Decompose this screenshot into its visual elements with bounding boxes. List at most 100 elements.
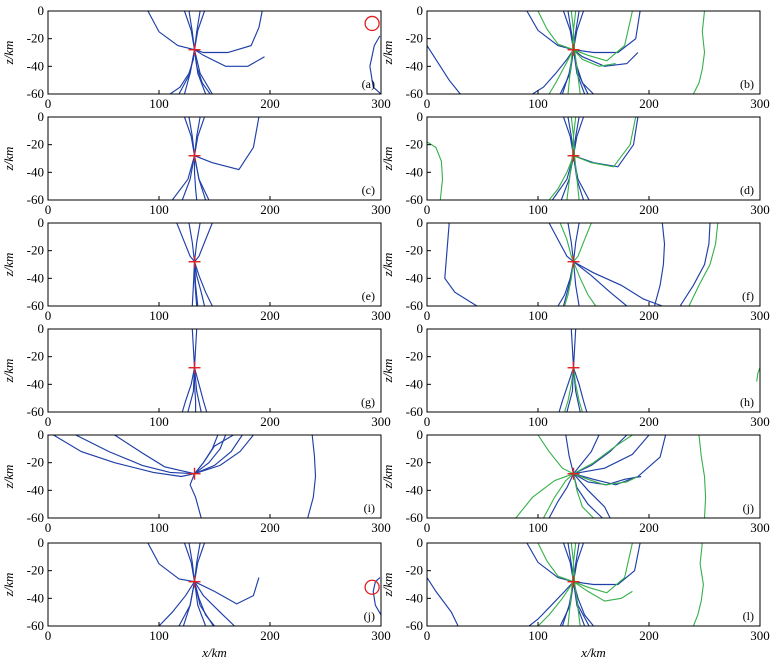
source-marker	[567, 361, 580, 374]
x-tick-label: 100	[528, 414, 548, 429]
green-ray	[548, 155, 575, 200]
y-axis-label: z/km	[1, 253, 16, 278]
blue-ray	[372, 577, 381, 616]
x-tick-label: 0	[424, 202, 431, 217]
y-tick-label: -60	[27, 298, 44, 313]
y-tick-label: -60	[406, 192, 423, 207]
y-tick-label: 0	[38, 535, 45, 550]
x-tick-label: 0	[424, 520, 431, 535]
green-ray	[570, 11, 581, 94]
blue-ray	[194, 223, 213, 263]
green-ray	[573, 49, 616, 67]
blue-ray	[573, 435, 600, 475]
y-tick-label: -20	[27, 349, 44, 364]
green-ray	[573, 473, 639, 486]
blue-ray	[147, 543, 195, 583]
ray-group	[147, 543, 381, 626]
green-ray	[559, 223, 575, 262]
blue-ray	[194, 435, 243, 475]
green-ray	[548, 49, 574, 94]
x-tick-label: 0	[424, 96, 431, 111]
x-tick-label: 300	[750, 414, 770, 429]
x-tick-label: 0	[45, 414, 52, 429]
source-marker	[188, 255, 201, 268]
x-tick-label: 200	[639, 202, 659, 217]
x-tick-label: 200	[639, 96, 659, 111]
x-axis-label-left: x/km	[201, 645, 227, 660]
blue-ray	[176, 223, 195, 263]
ray-group	[444, 223, 719, 306]
blue-ray	[147, 11, 195, 51]
x-tick-label: 200	[639, 628, 659, 643]
panel-tag: (g)	[361, 395, 375, 409]
y-tick-label: 0	[38, 3, 45, 18]
x-tick-label: 200	[639, 414, 659, 429]
y-axis-label: z/km	[1, 147, 16, 172]
blue-ray	[193, 261, 213, 306]
y-tick-label: -40	[406, 590, 423, 605]
blue-ray	[573, 261, 663, 306]
blue-ray	[193, 49, 211, 94]
source-marker	[188, 149, 201, 162]
blue-ray	[193, 261, 198, 306]
blue-ray	[526, 11, 574, 51]
x-tick-label: 0	[424, 414, 431, 429]
x-tick-label: 300	[371, 308, 391, 323]
x-tick-label: 0	[424, 308, 431, 323]
panel-frame	[426, 116, 761, 201]
y-tick-label: -60	[406, 298, 423, 313]
x-tick-label: 300	[750, 96, 770, 111]
x-tick-label: 300	[371, 202, 391, 217]
y-axis-label: z/km	[380, 573, 395, 598]
green-ray	[573, 223, 592, 263]
ray-panel: 0 100 200 300 0 -20 -40 -60 z/km (d)	[380, 109, 770, 217]
x-tick-label: 300	[750, 520, 770, 535]
y-tick-label: -20	[406, 455, 423, 470]
ray-group	[515, 435, 707, 518]
blue-ray	[75, 435, 195, 475]
green-ray	[573, 435, 633, 475]
y-tick-label: -20	[406, 243, 423, 258]
blue-ray	[181, 367, 196, 412]
y-tick-label: -40	[406, 58, 423, 73]
circle-marker	[364, 579, 380, 595]
x-tick-label: 100	[528, 308, 548, 323]
blue-ray	[307, 435, 317, 518]
source-marker	[567, 467, 580, 480]
x-tick-label: 100	[149, 414, 169, 429]
blue-ray	[183, 11, 201, 94]
blue-ray	[194, 49, 265, 67]
blue-ray	[194, 435, 254, 475]
blue-ray	[679, 223, 711, 306]
blue-ray	[573, 435, 667, 486]
blue-ray	[565, 435, 575, 474]
panel-tag: (d)	[740, 183, 754, 197]
panel-frame	[47, 328, 382, 413]
ray-panel: 0 100 200 300 0 -20 -40 -60 z/km (a)	[1, 3, 391, 111]
source-marker	[567, 575, 580, 588]
x-tick-label: 0	[45, 96, 52, 111]
y-axis-label: z/km	[380, 147, 395, 172]
ray-panel: 0 100 200 300 0 -20 -40 -60 z/km (j)	[380, 427, 770, 535]
y-axis-label: z/km	[1, 573, 16, 598]
y-tick-label: -60	[27, 510, 44, 525]
x-tick-label: 300	[371, 96, 391, 111]
x-tick-label: 200	[260, 414, 280, 429]
green-ray	[564, 261, 575, 306]
y-tick-label: -20	[406, 137, 423, 152]
x-tick-label: 100	[149, 308, 169, 323]
y-tick-label: -40	[406, 164, 423, 179]
y-tick-label: -20	[27, 31, 44, 46]
green-ray	[756, 367, 760, 382]
x-tick-label: 300	[750, 308, 770, 323]
x-tick-label: 300	[371, 628, 391, 643]
blue-ray	[178, 11, 196, 94]
panel-tag: (f)	[742, 289, 754, 303]
blue-ray	[194, 581, 235, 626]
source-marker	[188, 43, 201, 56]
green-ray	[572, 473, 594, 518]
y-tick-label: -60	[27, 404, 44, 419]
ray-panel: 0 100 200 300 0 -20 -40 -60 z/km (c)	[1, 109, 391, 217]
y-axis-label: z/km	[1, 465, 16, 490]
